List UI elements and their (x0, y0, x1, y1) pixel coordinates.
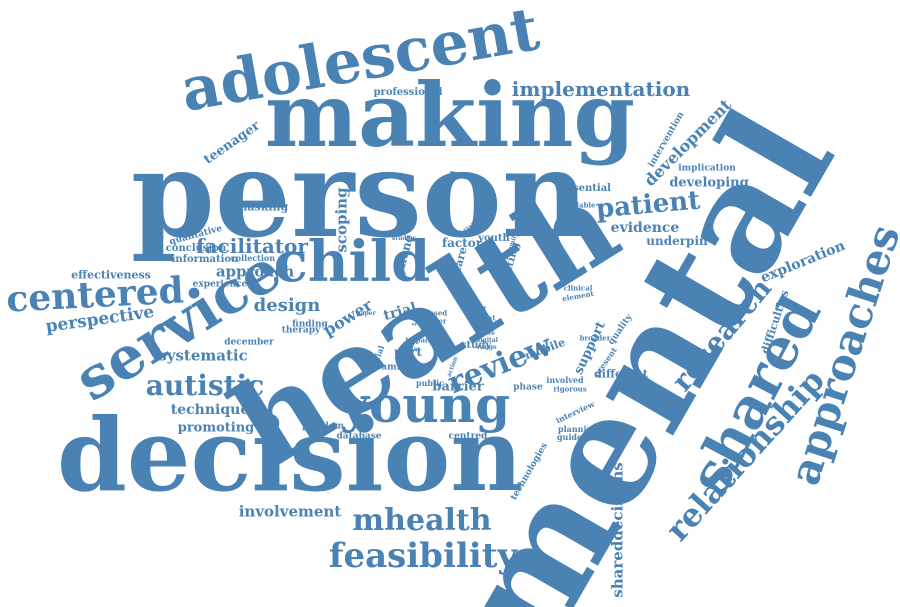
word-database: database (336, 431, 382, 442)
word-effectiveness: effectiveness (71, 268, 151, 282)
word-decision: decision (56, 396, 524, 514)
word-treat: treat (476, 313, 496, 323)
word-result: result (463, 304, 487, 314)
word-information: information (171, 254, 239, 265)
word-carer: carer (474, 321, 496, 331)
word-developing: developing (669, 175, 749, 191)
word-broader: broader (579, 333, 611, 343)
word-making: making (264, 63, 636, 167)
word-available: available (560, 200, 596, 210)
word-data: data (402, 346, 418, 353)
word-problem: problem (302, 421, 344, 432)
word-digital: digital (476, 337, 498, 344)
word-finding: finding (292, 319, 328, 330)
word-paper: paper (356, 310, 376, 317)
word-december: december (224, 337, 274, 348)
word-involved: involved (546, 375, 584, 385)
word-study: study (460, 340, 492, 351)
word-mhealth: mhealth (352, 503, 492, 538)
word-camhs: camhs (375, 362, 409, 373)
word-essential: essential (561, 183, 611, 194)
word-underpin: underpin (646, 234, 708, 248)
word-public: public (416, 378, 444, 388)
word-youth: youth (478, 233, 510, 244)
word-order: order (411, 321, 427, 328)
word-different: different (594, 367, 648, 381)
word-therapy: therapy (281, 325, 321, 336)
word-technique: technique (170, 402, 250, 418)
word-conclusion: conclusion (165, 243, 227, 254)
word-scoping: scoping (332, 187, 351, 253)
word-facilitator: facilitator (196, 234, 308, 258)
word-approach: approach (215, 262, 295, 281)
word-clinical: clinical (563, 283, 593, 293)
word-design: design (253, 295, 321, 316)
word-collection: collection (230, 253, 276, 263)
word-active: active (475, 330, 495, 337)
word-experience: experience (192, 279, 248, 290)
word-centred: centred (448, 431, 488, 442)
word-autistic: autistic (145, 369, 265, 402)
word-evidence: evidence (610, 220, 680, 236)
word-involvement: involvement (238, 502, 342, 521)
word-planning: planning (558, 424, 598, 434)
word-implementation: implementation (511, 77, 691, 101)
word-barrier: barrier (432, 379, 484, 395)
word-child: child (273, 229, 431, 295)
word-person: person (130, 124, 590, 265)
word-factor: factor (441, 236, 483, 250)
word-part: part (393, 345, 423, 359)
word-used: used (428, 308, 448, 318)
word-systematic: systematic (158, 346, 248, 365)
word-implication: implication (678, 163, 736, 174)
word-feasibility: feasibility (328, 536, 518, 576)
word-phase: phase (513, 382, 543, 393)
word-rigorous: rigorous (553, 384, 587, 394)
word-range: range (477, 344, 497, 351)
word-studies: studies (391, 235, 417, 242)
word-professional: professional (373, 87, 443, 98)
word-masking: masking (235, 200, 289, 214)
word-impact: impact (405, 335, 433, 345)
word-shareddecisions: shareddecisions (608, 462, 627, 598)
word-young: young (339, 375, 511, 434)
word-user: user (429, 316, 447, 326)
word-guideline: guideline (556, 432, 600, 442)
word-promoting: promoting (177, 420, 255, 436)
